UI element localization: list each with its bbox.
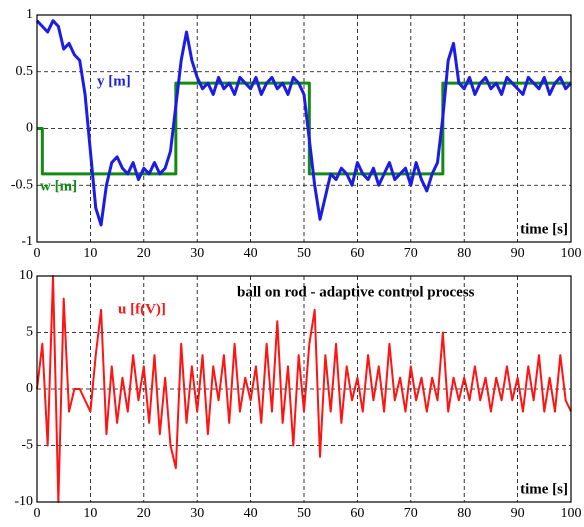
- x-tick-label: 90: [511, 506, 525, 521]
- x-tick-label: 80: [457, 506, 471, 521]
- x-tick-label: 30: [190, 246, 204, 261]
- y-tick-label: -10: [14, 494, 33, 509]
- series-line: [36, 275, 572, 503]
- x-axis-label: time [s]: [520, 481, 568, 497]
- x-tick-label: 20: [137, 246, 151, 261]
- x-tick-label: 0: [34, 246, 41, 261]
- x-tick-label: 60: [350, 506, 364, 521]
- x-tick-label: 10: [83, 246, 97, 261]
- series-label: w [m]: [40, 178, 77, 194]
- y-tick-label: 10: [19, 268, 33, 283]
- chart-title: ball on rod - adaptive control process: [237, 284, 475, 300]
- y-tick-label: -1: [21, 234, 33, 249]
- plot-frame: [36, 275, 572, 503]
- x-tick-label: 50: [297, 506, 311, 521]
- x-tick-label: 10: [83, 506, 97, 521]
- x-tick-label: 40: [244, 246, 258, 261]
- x-tick-label: 30: [190, 506, 204, 521]
- y-tick-label: 5: [26, 325, 33, 340]
- x-tick-label: 20: [137, 506, 151, 521]
- x-tick-label: 0: [34, 506, 41, 521]
- x-tick-label: 70: [404, 506, 418, 521]
- plot-frame: [36, 14, 572, 243]
- series-line: [35, 19, 573, 227]
- y-tick-label: -5: [21, 438, 33, 453]
- y-tick-label: -0.5: [11, 177, 33, 192]
- x-tick-label: 70: [404, 246, 418, 261]
- y-tick-label: 0: [26, 121, 33, 136]
- x-tick-label: 100: [561, 246, 582, 261]
- x-tick-label: 60: [350, 246, 364, 261]
- y-tick-label: 0.5: [16, 64, 34, 79]
- x-tick-label: 90: [511, 246, 525, 261]
- x-tick-label: 50: [297, 246, 311, 261]
- y-tick-label: 0: [26, 381, 33, 396]
- series-label: u [f(V)]: [118, 301, 166, 317]
- series-label: y [m]: [97, 73, 131, 89]
- x-axis-label: time [s]: [520, 221, 568, 237]
- y-tick-label: 1: [26, 7, 33, 22]
- x-tick-label: 40: [244, 506, 258, 521]
- x-tick-label: 80: [457, 246, 471, 261]
- x-tick-label: 100: [561, 506, 582, 521]
